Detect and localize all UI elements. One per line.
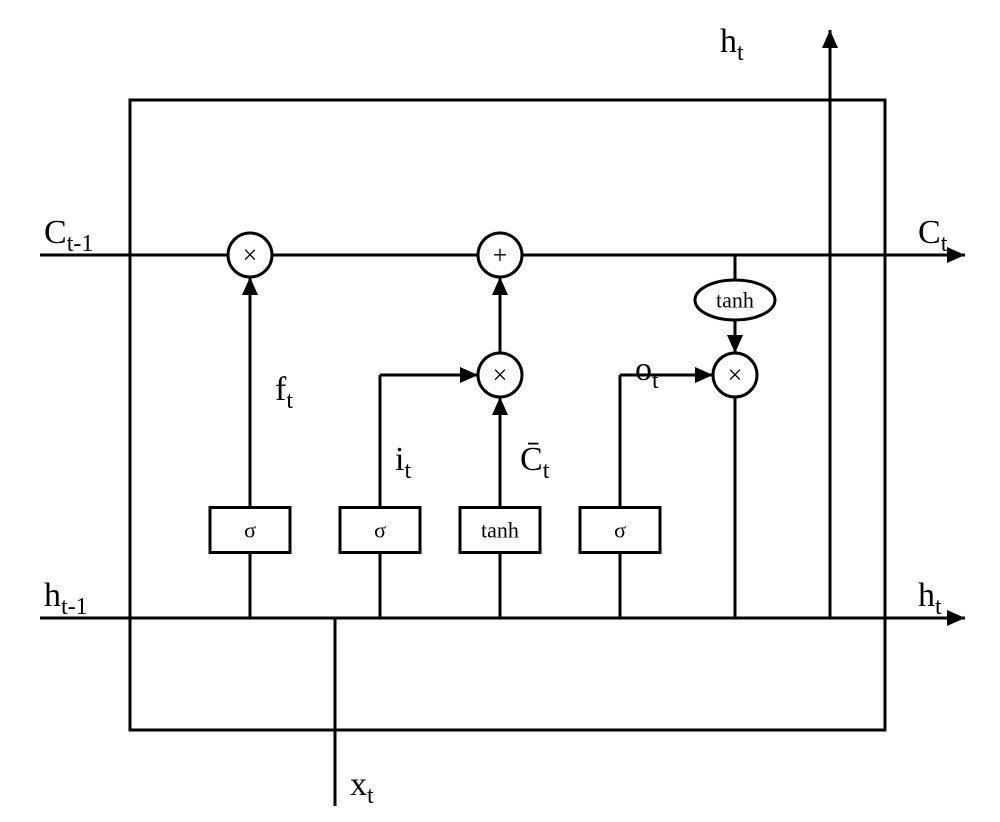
label-i: it [395,441,411,484]
label-f: ft [275,371,293,414]
lstm-cell-diagram: σ σ tanh σ × + × × tanh Ct-1 Ct ht-1 ht ht xt ft it C̄t ot [0,0,1000,822]
op-mul-f-symbol: × [243,241,258,270]
ht-top-arrow [822,30,838,48]
label-h-next: ht [918,577,942,620]
gate-i-label: σ [374,518,386,543]
gate-ctilde-label: tanh [481,518,519,543]
tanh-arrow-down [727,335,743,353]
add-arrow [492,277,508,295]
gate-o-label: σ [614,518,626,543]
cell-arrow [947,247,965,263]
op-add-symbol: + [493,241,508,270]
label-x-in: xt [350,766,374,809]
label-h-prev: ht-1 [44,577,88,620]
o-arrow [695,367,713,383]
gate-f-label: σ [244,518,256,543]
label-c-prev: Ct-1 [44,214,93,257]
f-arrow [242,277,258,295]
op-mul-ic-symbol: × [493,361,508,390]
ct-arrow [492,397,508,415]
op-mul-oh-symbol: × [728,361,743,390]
hidden-arrow [947,610,965,626]
label-o: ot [635,351,659,394]
label-c-next: Ct [918,214,948,257]
op-tanh-out-label: tanh [716,288,754,313]
i-arrow [460,367,478,383]
label-h-top: ht [720,23,744,66]
label-ctilde: C̄t [520,441,550,484]
